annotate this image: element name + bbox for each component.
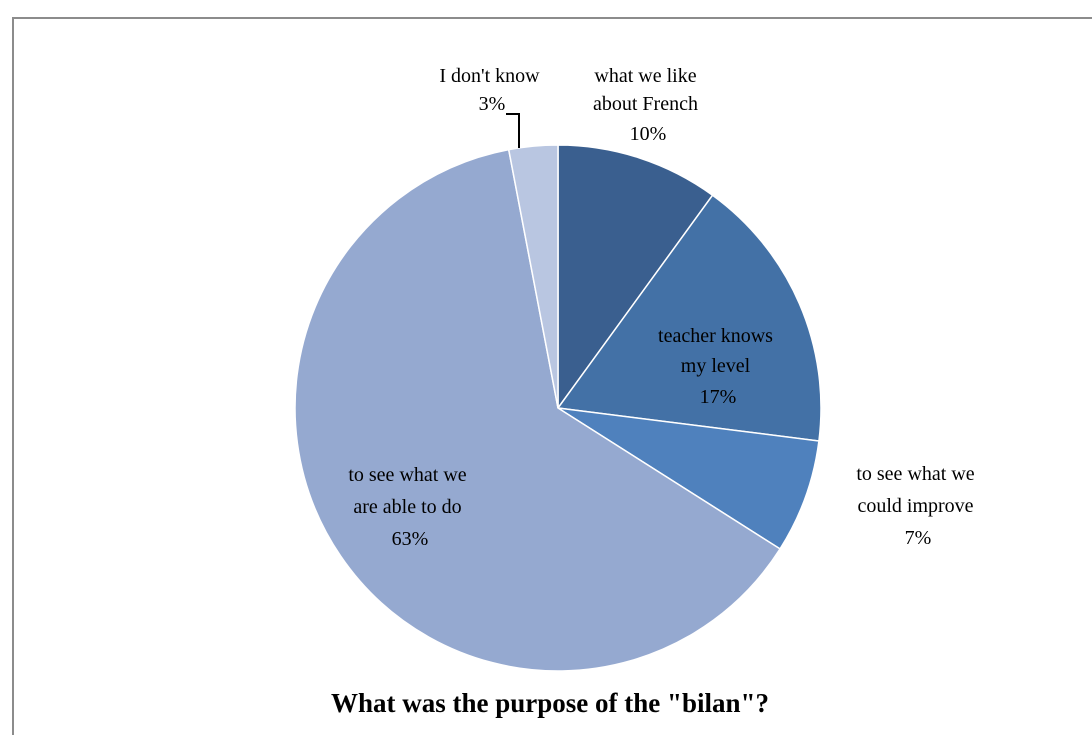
label-what-we-like: what we like about French 10% (593, 65, 703, 145)
slice-i-dont-know (507, 144, 559, 409)
label-i-dont-know: I don't know 3% (439, 65, 544, 115)
leader-line-i-dont-know (506, 113, 520, 148)
slice-could-improve (557, 407, 820, 550)
label-teacher-knows: teacher knows my level 17% (658, 325, 778, 408)
slice-what-we-like (557, 144, 714, 411)
label-able-to-do: to see what we are able to do 63% (348, 464, 471, 550)
label-could-improve: to see what we could improve 7% (856, 463, 979, 549)
slice-teacher-knows (556, 194, 822, 442)
chart-title: What was the purpose of the "bilan"? (331, 688, 769, 718)
pie-slices (294, 144, 822, 672)
slice-able-to-do (294, 148, 782, 672)
